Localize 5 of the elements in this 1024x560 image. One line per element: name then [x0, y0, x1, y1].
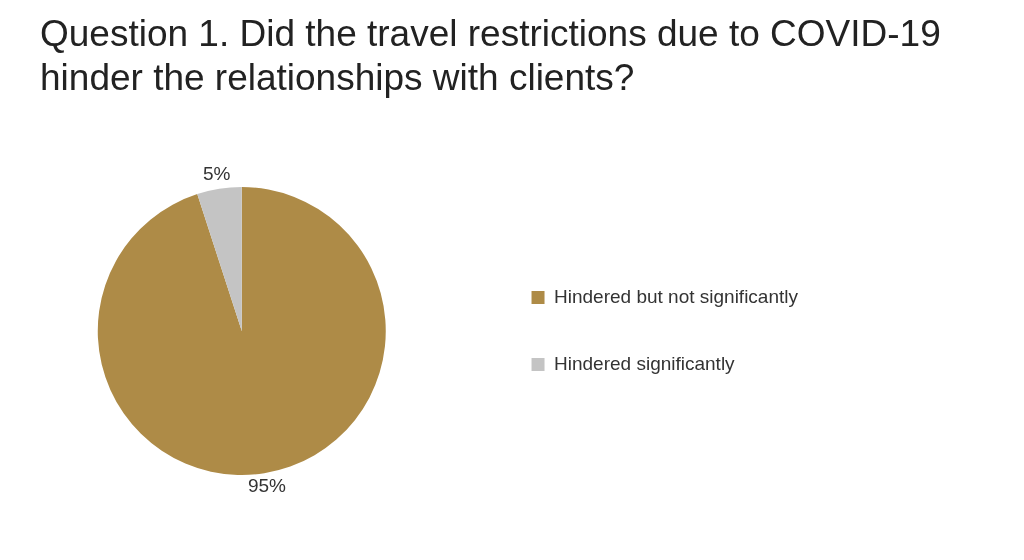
chart-title: Question 1. Did the travel restrictions due to COVID-19 hinder the relationships with clients? [40, 12, 942, 100]
data-label: 95% [247, 475, 287, 497]
legend-label: Hindered but not significantly [554, 285, 799, 307]
data-label: 5% [202, 163, 231, 185]
legend-label: Hindered significantly [554, 352, 736, 374]
